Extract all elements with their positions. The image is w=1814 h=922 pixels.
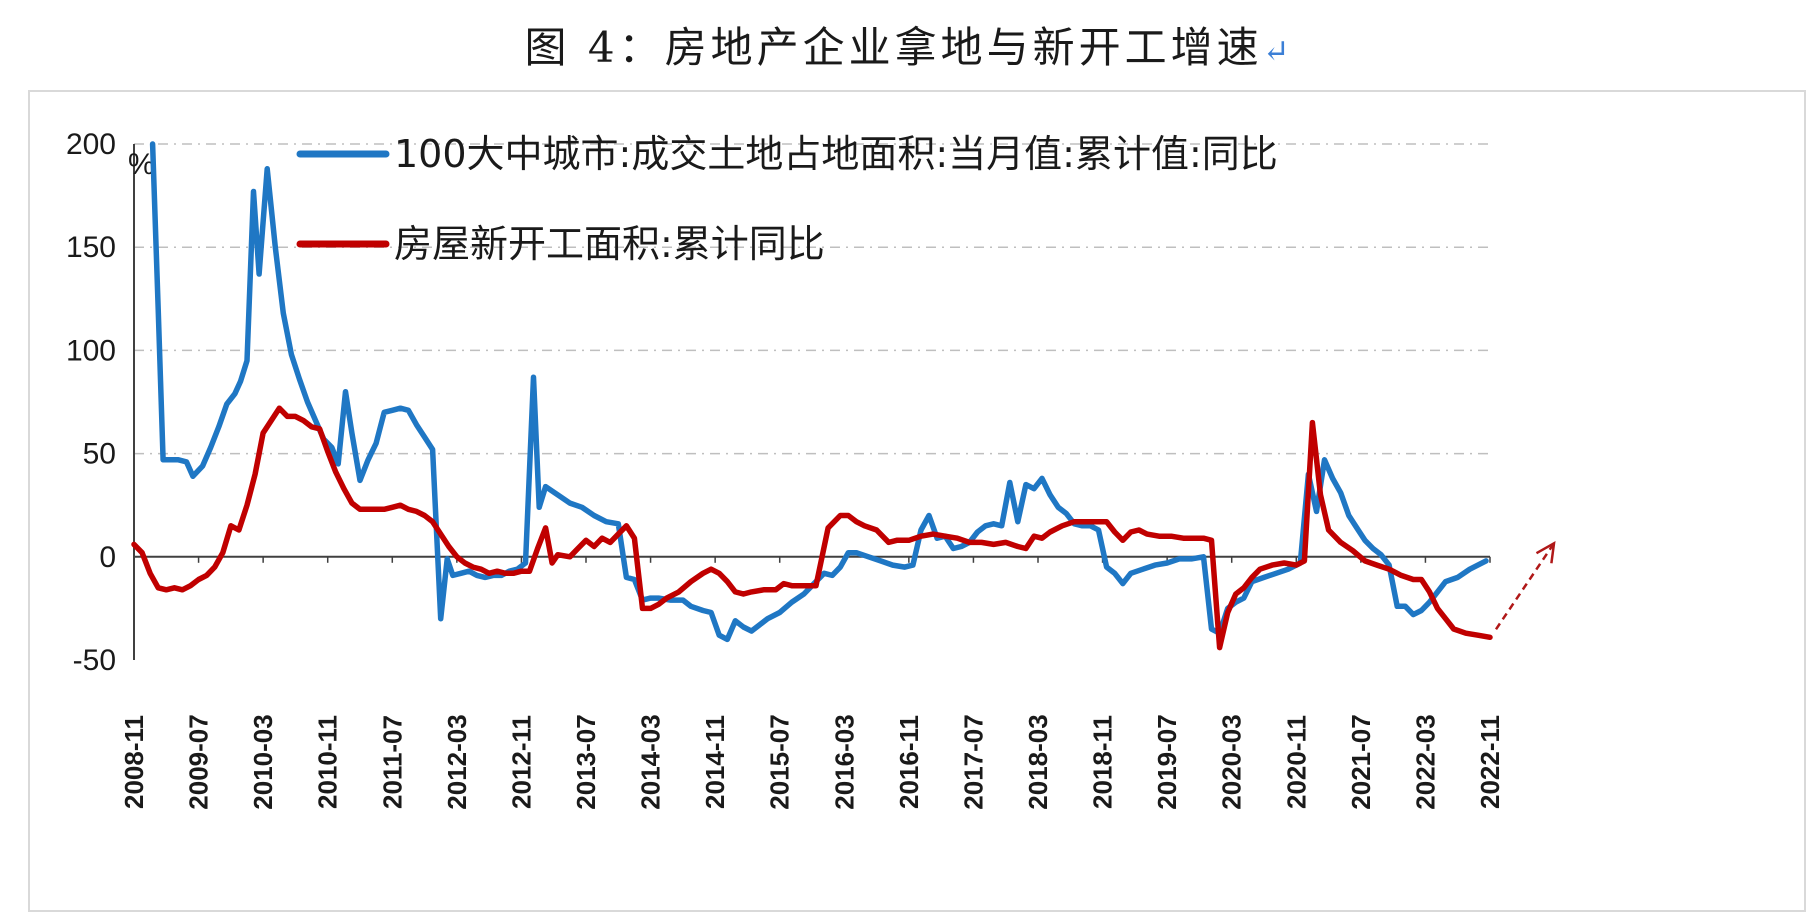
y-tick-label: -50: [73, 644, 116, 677]
x-tick-label: 2022-11: [1475, 715, 1505, 809]
x-tick-label: 2008-11: [119, 715, 149, 809]
figure-title-text: 图 4：房地产企业拿地与新开工增速: [524, 23, 1263, 72]
series-lines: [131, 141, 1493, 651]
x-tick-label: 2018-11: [1088, 715, 1118, 809]
x-tick-label: 2012-03: [442, 714, 472, 809]
figure-title: 图 4：房地产企业拿地与新开工增速↵: [0, 14, 1814, 75]
x-tick-label: 2018-03: [1023, 714, 1053, 809]
y-tick-label: 100: [66, 334, 116, 367]
x-tick-label: 2010-11: [313, 715, 343, 809]
x-tick-label: 2012-11: [506, 715, 536, 809]
x-tick-label: 2013-07: [571, 714, 601, 809]
trend-arrow-head-icon: [1535, 540, 1556, 564]
x-tick-label: 2015-07: [765, 714, 795, 809]
annotations: [1494, 540, 1556, 630]
x-tick-label: 2019-07: [1152, 714, 1182, 809]
x-tick-label: 2020-11: [1281, 715, 1311, 809]
x-tick-label: 2021-07: [1346, 714, 1376, 809]
return-mark-icon: ↵: [1262, 32, 1290, 70]
housing-starts-growth-line: [131, 405, 1493, 651]
land-area-growth-line: [149, 141, 1489, 643]
chart-frame: -50 0 50 100 150 200% 2008-11 2009-07 2010-03 201…: [28, 90, 1806, 912]
x-tick-label: 2020-03: [1217, 714, 1247, 809]
x-tick-label: 2011-07: [377, 715, 407, 809]
x-tick-label: 2010-03: [248, 714, 278, 809]
x-tick-label: 2016-11: [894, 715, 924, 809]
x-tick-label: 2016-03: [829, 714, 859, 809]
y-tick-label: 50: [83, 438, 116, 471]
x-tick-label: 2017-07: [958, 714, 988, 809]
trend-arrow-line: [1494, 542, 1556, 630]
legend-label: 100大中城市:成交土地占地面积:当月值:累计值:同比: [394, 132, 1278, 176]
y-tick-label: 0: [99, 541, 116, 574]
y-tick-label: 200: [66, 128, 116, 161]
y-tick-label: 150: [66, 231, 116, 264]
gridlines: [134, 143, 1490, 455]
x-tick-label: 2022-03: [1410, 714, 1440, 809]
x-tick-label: 2014-03: [636, 714, 666, 809]
x-tick-label: 2009-07: [184, 714, 214, 809]
legend-label: 房屋新开工面积:累计同比: [394, 222, 825, 266]
x-tick-label: 2014-11: [700, 715, 730, 809]
